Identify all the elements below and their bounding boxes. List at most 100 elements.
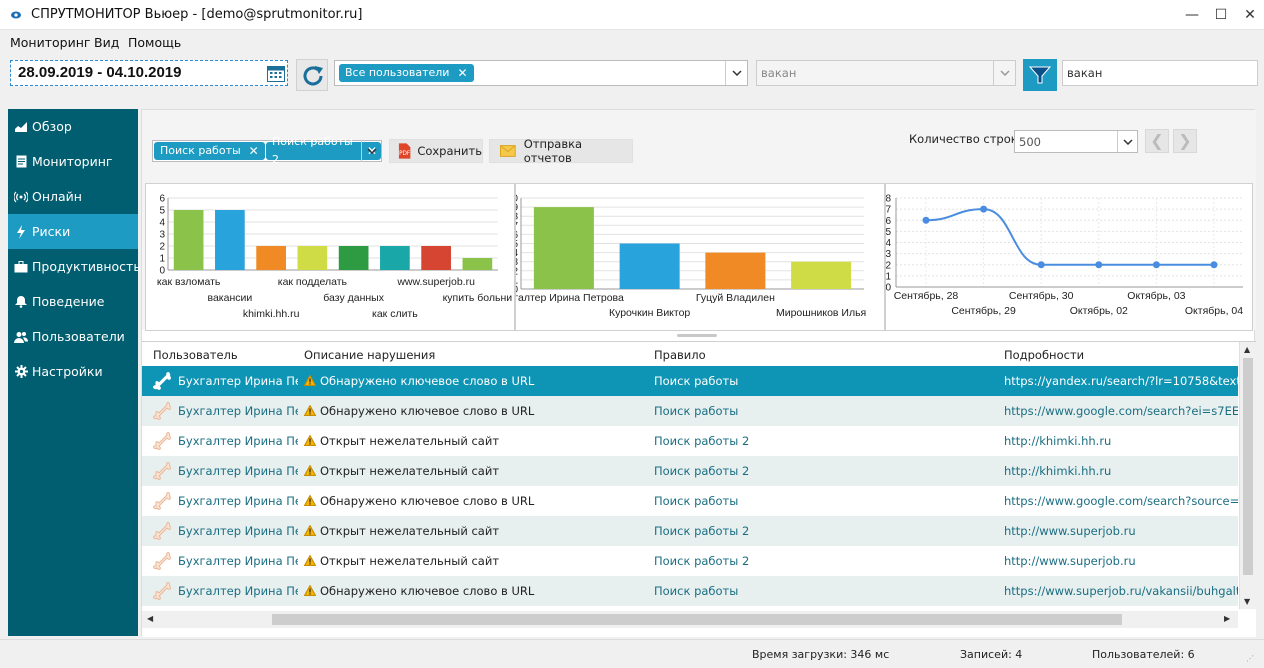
column-header-user[interactable]: Пользователь [153, 348, 238, 362]
send-reports-button[interactable]: Отправка отчетов [489, 137, 633, 165]
calendar-icon[interactable] [267, 65, 285, 82]
column-header-description[interactable]: Описание нарушения [304, 348, 436, 362]
next-page-button[interactable]: ❯ [1173, 129, 1197, 153]
document-icon [14, 155, 28, 169]
x-tick-label: вакансии [208, 292, 253, 304]
cell-details[interactable]: http://khimki.hh.ru [1004, 434, 1112, 448]
sidebar-item-settings[interactable]: Настройки [8, 354, 138, 389]
menu-view[interactable]: Вид [94, 35, 120, 50]
sidebar-item-overview[interactable]: Обзор [8, 109, 138, 144]
save-button[interactable]: PDF Сохранить [389, 139, 483, 163]
menu-monitoring[interactable]: Мониторинг [10, 35, 91, 50]
remove-chip-icon[interactable]: ✕ [366, 144, 377, 158]
date-range-picker[interactable]: 28.09.2019 - 04.10.2019 [10, 60, 288, 86]
table-row[interactable]: Бухгалтер Ирина Пет... Обнаружено ключево… [142, 486, 1238, 516]
chevron-down-icon[interactable] [993, 61, 1015, 85]
y-tick-label: 8 [516, 212, 518, 223]
bar [297, 246, 328, 270]
rule-chip[interactable]: Поиск работы ✕ [154, 142, 265, 160]
column-header-rule[interactable]: Правило [654, 348, 706, 362]
menu-bar [0, 30, 1264, 54]
table-row[interactable]: Бухгалтер Ирина Пет... Открыт нежелательн… [142, 516, 1238, 546]
cell-description: Обнаружено ключевое слово в URL [304, 374, 644, 388]
bell-icon [14, 295, 28, 309]
x-tick-label: как взломать [157, 276, 221, 288]
search-input[interactable]: вакан [1062, 60, 1258, 86]
table-row[interactable]: Бухгалтер Ирина Пет... Обнаружено ключево… [142, 366, 1238, 396]
scroll-up-icon[interactable]: ▲ [1244, 345, 1251, 354]
vertical-scroll-thumb[interactable] [1243, 358, 1253, 575]
remove-chip-icon[interactable]: ✕ [248, 144, 259, 158]
rule-chip[interactable]: Поиск работы 2 ✕ [266, 135, 381, 166]
chevron-down-icon[interactable] [1117, 131, 1137, 152]
cell-description: Обнаружено ключевое слово в URL [304, 584, 644, 598]
cell-description: Обнаружено ключевое слово в URL [304, 404, 644, 418]
cell-details[interactable]: http://www.superjob.ru [1004, 524, 1136, 538]
y-tick-label: 1 [159, 254, 165, 265]
horizontal-scrollbar[interactable]: ◀ ▶ [142, 611, 1238, 628]
send-reports-label: Отправка отчетов [523, 137, 583, 165]
cell-description-text: Открыт нежелательный сайт [320, 464, 500, 478]
rule-filter[interactable]: Поиск работы ✕ Поиск работы 2 ✕ [152, 135, 382, 166]
cell-rule: Поиск работы [654, 374, 739, 388]
user-filter[interactable]: Все пользователи ✕ [334, 60, 748, 86]
close-button[interactable]: ✕ [1244, 7, 1256, 23]
scroll-down-icon[interactable]: ▼ [1244, 597, 1251, 606]
cell-description: Открыт нежелательный сайт [304, 524, 644, 538]
filter-button[interactable] [1023, 59, 1057, 91]
cell-description: Открыт нежелательный сайт [304, 554, 644, 568]
status-bar: Время загрузки: 346 мс Записей: 4 Пользо… [0, 639, 1264, 668]
y-tick-label: 6 [886, 216, 891, 227]
sidebar-item-monitoring[interactable]: Мониторинг [8, 144, 138, 179]
resize-grip-icon[interactable]: ⋰ [1246, 654, 1254, 663]
sidebar-item-users[interactable]: Пользователи [8, 319, 138, 354]
user-filter-chip[interactable]: Все пользователи ✕ [339, 64, 474, 82]
table-row[interactable]: Бухгалтер Ирина Пет... Обнаружено ключево… [142, 576, 1238, 606]
table-row[interactable]: Бухгалтер Ирина Пет... Открыт нежелательн… [142, 546, 1238, 576]
sidebar-item-behavior[interactable]: Поведение [8, 284, 138, 319]
column-header-details[interactable]: Подробности [1004, 348, 1085, 362]
table-row[interactable]: Бухгалтер Ирина Пет... Открыт нежелательн… [142, 426, 1238, 456]
menu-help[interactable]: Помощь [128, 35, 182, 50]
bar [215, 210, 245, 270]
scroll-left-icon[interactable]: ◀ [147, 614, 154, 623]
table-row[interactable]: Бухгалтер Ирина Пет... Обнаружено ключево… [142, 396, 1238, 426]
cell-details[interactable]: https://yandex.ru/search/?lr=10758&text=… [1004, 374, 1238, 388]
cell-details[interactable]: http://www.superjob.ru [1004, 554, 1136, 568]
x-tick-label: Мирошников Илья [776, 307, 866, 319]
cell-details[interactable]: https://www.google.com/search?source=hp&… [1004, 494, 1238, 508]
sidebar-item-risks[interactable]: Риски [8, 214, 138, 249]
table-row[interactable]: Бухгалтер Ирина Пет... Открыт нежелательн… [142, 456, 1238, 486]
vertical-scrollbar[interactable]: ▲ ▼ [1239, 342, 1256, 609]
user-chip-label: Все пользователи [345, 66, 450, 79]
data-point [980, 205, 988, 213]
cell-user: Бухгалтер Ирина Пет... [178, 524, 298, 538]
minimize-button[interactable]: — [1185, 7, 1199, 23]
sidebar-item-productivity[interactable]: Продуктивность [8, 249, 141, 284]
cell-details[interactable]: http://khimki.hh.ru [1004, 464, 1112, 478]
data-point [922, 216, 930, 224]
refresh-button[interactable] [296, 59, 328, 91]
scroll-right-icon[interactable]: ▶ [1224, 614, 1231, 623]
cell-details[interactable]: https://www.superjob.ru/vakansii/buhgalt… [1004, 584, 1238, 598]
cell-details[interactable]: https://www.google.com/search?ei=s7EEXcC… [1004, 404, 1238, 418]
cell-rule: Поиск работы [654, 404, 739, 418]
sidebar-item-online[interactable]: Онлайн [8, 179, 138, 214]
maximize-button[interactable]: ☐ [1214, 7, 1228, 23]
prev-page-button[interactable]: ❮ [1145, 129, 1169, 153]
horizontal-scroll-thumb[interactable] [272, 614, 1122, 625]
cell-user: Бухгалтер Ирина Пет... [178, 554, 298, 568]
data-point [1037, 261, 1045, 269]
y-tick-label: 4 [516, 248, 518, 259]
keyword-combo[interactable]: вакан [756, 60, 1016, 86]
chevron-down-icon[interactable] [361, 140, 381, 162]
splitter-handle[interactable] [677, 334, 717, 337]
rows-count-select[interactable]: 500 [1014, 130, 1138, 153]
remove-chip-icon[interactable]: ✕ [457, 66, 468, 80]
x-tick-label: Октябрь, 03 [1127, 290, 1185, 302]
y-tick-label: 7 [886, 205, 891, 216]
warning-icon [304, 464, 320, 478]
chevron-down-icon[interactable] [725, 61, 747, 85]
bar [338, 246, 369, 270]
date-range-value: 28.09.2019 - 04.10.2019 [18, 64, 182, 81]
